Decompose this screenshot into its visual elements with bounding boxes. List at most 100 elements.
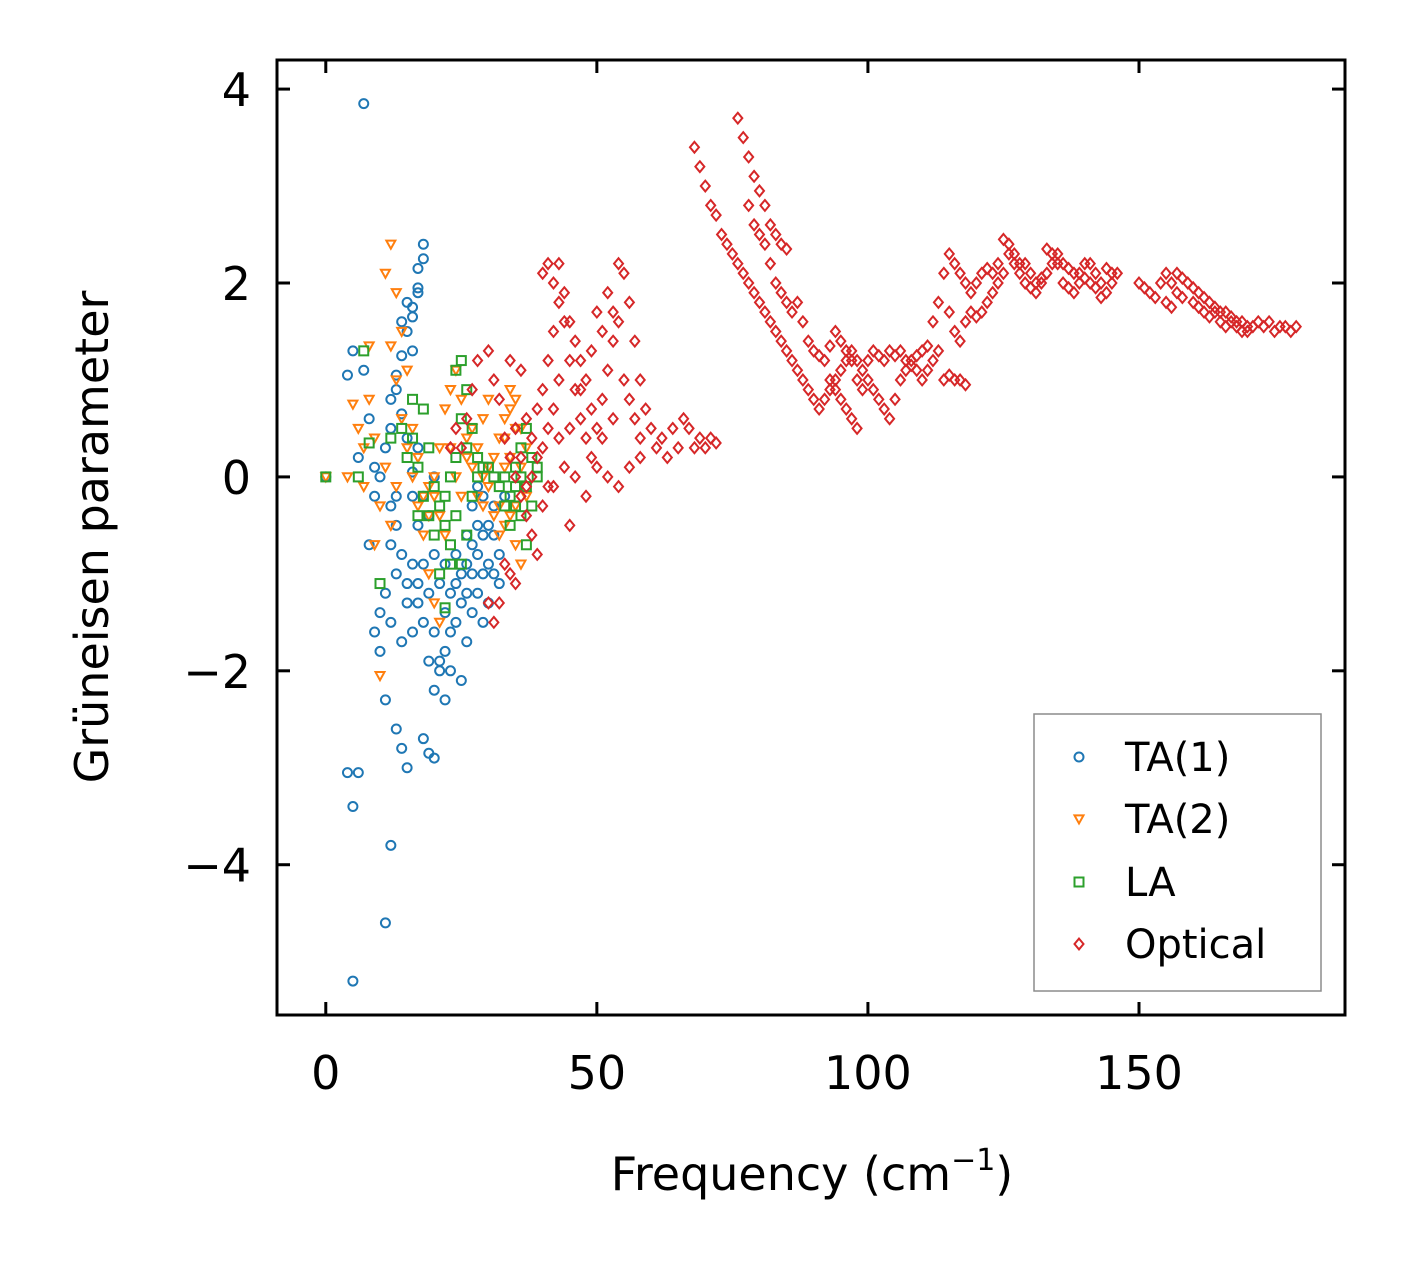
data-point — [412, 597, 424, 609]
data-point — [390, 375, 403, 387]
data-point — [536, 382, 549, 397]
data-point — [379, 694, 391, 706]
data-point — [434, 665, 446, 677]
data-point — [840, 343, 853, 358]
data-point — [531, 450, 544, 465]
data-point — [959, 377, 972, 392]
data-point — [710, 208, 722, 223]
y-tick-label: 4 — [222, 63, 251, 117]
data-point — [959, 314, 972, 329]
data-point — [921, 363, 934, 378]
data-point — [894, 372, 907, 387]
data-point — [396, 350, 408, 362]
data-point — [384, 520, 398, 532]
data-point — [369, 461, 381, 473]
data-point — [466, 568, 478, 580]
data-point — [531, 547, 544, 562]
legend-marker — [1073, 937, 1085, 951]
data-point — [482, 394, 495, 406]
data-point — [970, 276, 983, 290]
y-axis-title: Grüneisen parameter — [65, 290, 119, 783]
data-point — [1225, 309, 1237, 324]
data-point — [1013, 256, 1026, 271]
data-point — [423, 442, 435, 454]
data-point — [455, 597, 467, 609]
data-point — [455, 413, 467, 425]
data-point — [400, 365, 414, 377]
data-point — [395, 414, 408, 426]
legend-label: LA — [1125, 860, 1176, 906]
data-point — [629, 411, 641, 426]
data-point — [1241, 324, 1254, 339]
data-point — [883, 343, 896, 358]
data-point — [504, 450, 516, 465]
data-point — [927, 314, 939, 329]
data-point — [407, 490, 419, 502]
data-point — [704, 198, 717, 213]
data-point — [547, 324, 560, 339]
data-point — [482, 481, 495, 494]
data-point — [341, 369, 353, 381]
data-point — [547, 276, 560, 290]
data-point — [813, 348, 825, 363]
data-point — [981, 261, 993, 276]
data-point — [357, 481, 370, 494]
data-point — [411, 501, 425, 513]
data-point — [591, 305, 603, 320]
data-point — [683, 421, 695, 436]
data-point — [1024, 280, 1037, 295]
data-point — [688, 140, 701, 155]
data-point — [439, 602, 451, 614]
data-point — [1046, 246, 1059, 261]
data-point — [992, 276, 1004, 290]
data-point — [401, 296, 413, 308]
data-point — [1192, 300, 1205, 315]
data-point — [753, 183, 766, 198]
data-point — [460, 433, 473, 445]
ticks-layer: 0 50 100 150 −4 −2 0 2 4 — [183, 60, 1345, 1100]
data-point — [623, 460, 636, 475]
data-point — [802, 334, 815, 349]
data-point — [526, 528, 538, 543]
data-point — [396, 636, 408, 648]
data-point — [369, 626, 381, 638]
data-point — [965, 305, 977, 320]
data-point — [553, 431, 565, 446]
data-point — [352, 423, 365, 435]
data-point — [867, 343, 880, 358]
data-point — [580, 489, 592, 504]
data-point — [916, 372, 928, 387]
data-point — [509, 469, 522, 484]
legend-item: LA — [1073, 860, 1176, 906]
data-point — [444, 539, 456, 551]
data-point — [710, 436, 722, 450]
data-point — [477, 616, 489, 628]
data-point — [526, 500, 538, 512]
data-point — [390, 369, 402, 381]
data-point — [385, 539, 397, 551]
data-point — [645, 421, 657, 436]
data-point — [358, 345, 370, 357]
data-point — [374, 645, 386, 657]
legend-item: TA(2) — [1072, 797, 1230, 843]
data-point — [1198, 290, 1210, 305]
x-tick-label: 0 — [311, 1046, 340, 1100]
data-point — [385, 393, 397, 405]
legend-item: TA(1) — [1073, 735, 1230, 781]
data-point — [412, 578, 424, 590]
data-point — [509, 423, 522, 435]
data-point — [553, 256, 565, 271]
data-point — [390, 568, 402, 580]
data-point — [368, 540, 381, 552]
data-point — [672, 440, 684, 455]
data-point — [542, 479, 554, 494]
data-point — [407, 311, 419, 323]
data-point — [488, 615, 500, 630]
data-point — [1041, 266, 1053, 281]
data-point — [786, 305, 798, 320]
data-point — [526, 431, 538, 446]
data-point — [379, 917, 391, 929]
data-point — [455, 558, 467, 570]
y-tick-label: −2 — [183, 645, 251, 699]
data-point — [487, 511, 501, 523]
